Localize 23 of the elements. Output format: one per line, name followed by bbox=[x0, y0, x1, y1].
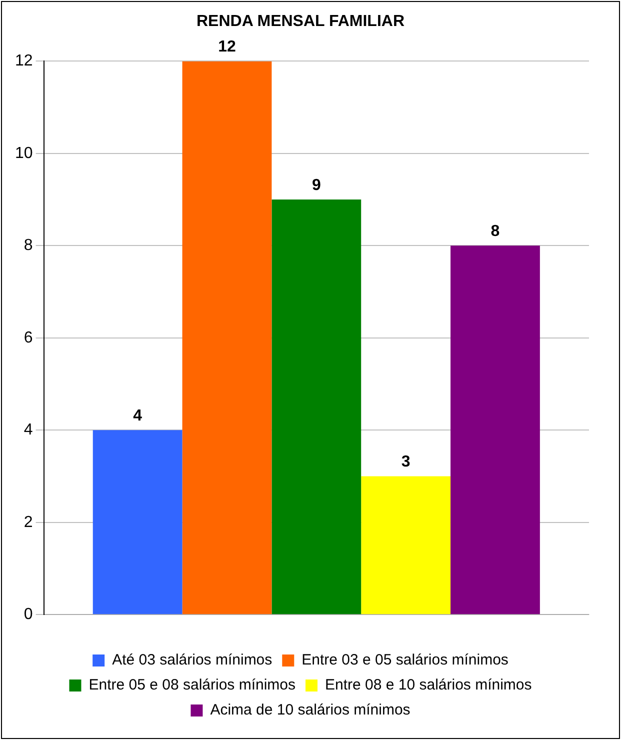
legend-label: Entre 03 e 05 salários mínimos bbox=[302, 652, 508, 669]
legend-label: Entre 05 e 08 salários mínimos bbox=[88, 676, 296, 694]
data-label: 3 bbox=[401, 454, 410, 471]
data-label: 12 bbox=[218, 38, 236, 56]
legend-label: Até 03 salários mínimos bbox=[112, 652, 272, 669]
legend-label: Acima de 10 salários mínimos bbox=[210, 702, 410, 719]
data-label: 8 bbox=[490, 223, 500, 240]
bar bbox=[92, 430, 182, 614]
y-tick-label: 8 bbox=[24, 237, 33, 254]
data-label: 4 bbox=[133, 408, 142, 425]
y-tick-label: 6 bbox=[24, 329, 33, 346]
data-label: 9 bbox=[312, 176, 321, 194]
bar bbox=[182, 61, 272, 614]
y-tick-label: 10 bbox=[15, 144, 33, 162]
y-tick-label: 0 bbox=[24, 606, 33, 624]
bar bbox=[361, 476, 451, 614]
bar bbox=[450, 246, 540, 614]
bar bbox=[272, 200, 362, 614]
chart-title: RENDA MENSAL FAMILIAR bbox=[196, 13, 405, 30]
y-tick-label: 12 bbox=[15, 52, 33, 70]
legend-label: Entre 08 e 10 salários mínimos bbox=[325, 676, 532, 694]
y-tick-label: 4 bbox=[24, 422, 33, 439]
y-tick-label: 2 bbox=[24, 514, 33, 531]
